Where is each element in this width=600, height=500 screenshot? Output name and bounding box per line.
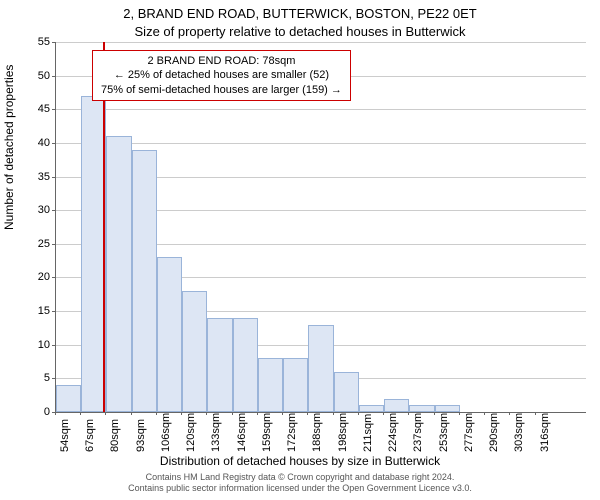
x-tick-label: 80sqm (109, 419, 121, 452)
histogram-bar (56, 385, 81, 412)
annotation-line3: 75% of semi-detached houses are larger (… (101, 83, 342, 97)
y-tick-mark (52, 210, 55, 211)
histogram-bar (308, 325, 333, 412)
histogram-bar (258, 358, 283, 412)
y-tick-label: 5 (20, 372, 50, 384)
histogram-bar (384, 399, 409, 412)
y-axis-label: Number of detached properties (2, 65, 16, 230)
x-tick-mark (105, 412, 106, 415)
gridline (56, 109, 586, 110)
y-tick-label: 45 (20, 103, 50, 115)
x-tick-label: 188sqm (311, 413, 323, 452)
footer-line2: Contains public sector information licen… (0, 483, 600, 494)
x-tick-label: 67sqm (84, 419, 96, 452)
x-tick-label: 224sqm (387, 413, 399, 452)
annotation-box: 2 BRAND END ROAD: 78sqm ← 25% of detache… (92, 50, 351, 101)
x-tick-mark (307, 412, 308, 415)
footer-attribution: Contains HM Land Registry data © Crown c… (0, 472, 600, 495)
histogram-bar (435, 405, 460, 412)
x-tick-label: 211sqm (362, 414, 374, 452)
x-tick-mark (333, 412, 334, 415)
x-tick-label: 277sqm (463, 413, 475, 452)
x-tick-label: 159sqm (261, 413, 273, 452)
x-tick-mark (282, 412, 283, 415)
x-tick-label: 133sqm (210, 413, 222, 452)
x-axis-label: Distribution of detached houses by size … (0, 454, 600, 468)
y-tick-label: 30 (20, 204, 50, 216)
y-tick-mark (52, 244, 55, 245)
x-tick-mark (434, 412, 435, 415)
x-tick-label: 93sqm (135, 419, 147, 452)
chart-subtitle: Size of property relative to detached ho… (0, 24, 600, 39)
histogram-bar (334, 372, 359, 412)
histogram-bar (106, 136, 131, 412)
x-tick-mark (484, 412, 485, 415)
gridline (56, 42, 586, 43)
x-tick-label: 106sqm (160, 413, 172, 452)
y-tick-label: 35 (20, 171, 50, 183)
y-tick-label: 10 (20, 339, 50, 351)
histogram-bar (409, 405, 434, 412)
y-tick-mark (52, 143, 55, 144)
x-tick-mark (358, 412, 359, 415)
y-tick-mark (52, 277, 55, 278)
histogram-bar (207, 318, 232, 412)
histogram-bar (132, 150, 157, 412)
x-tick-mark (131, 412, 132, 415)
x-tick-mark (80, 412, 81, 415)
y-tick-mark (52, 42, 55, 43)
y-tick-label: 25 (20, 238, 50, 250)
y-tick-mark (52, 311, 55, 312)
x-tick-mark (232, 412, 233, 415)
x-tick-label: 237sqm (412, 413, 424, 452)
histogram-bar (283, 358, 308, 412)
y-tick-label: 0 (20, 406, 50, 418)
y-tick-mark (52, 177, 55, 178)
x-tick-mark (383, 412, 384, 415)
x-tick-mark (535, 412, 536, 415)
x-tick-mark (509, 412, 510, 415)
x-tick-label: 253sqm (438, 413, 450, 452)
annotation-line1: 2 BRAND END ROAD: 78sqm (101, 54, 342, 68)
y-tick-label: 40 (20, 137, 50, 149)
gridline (56, 143, 586, 144)
y-tick-label: 15 (20, 305, 50, 317)
histogram-bar (182, 291, 207, 412)
x-tick-mark (459, 412, 460, 415)
y-tick-mark (52, 76, 55, 77)
annotation-line2: ← 25% of detached houses are smaller (52… (101, 68, 342, 82)
x-tick-label: 54sqm (59, 419, 71, 452)
footer-line1: Contains HM Land Registry data © Crown c… (0, 472, 600, 483)
y-tick-label: 20 (20, 271, 50, 283)
chart-container: 2, BRAND END ROAD, BUTTERWICK, BOSTON, P… (0, 0, 600, 500)
x-tick-label: 290sqm (488, 413, 500, 452)
x-tick-label: 198sqm (337, 413, 349, 452)
y-tick-label: 50 (20, 70, 50, 82)
x-tick-mark (156, 412, 157, 415)
y-tick-mark (52, 378, 55, 379)
y-tick-mark (52, 345, 55, 346)
y-tick-label: 55 (20, 36, 50, 48)
x-tick-mark (55, 412, 56, 415)
chart-title-address: 2, BRAND END ROAD, BUTTERWICK, BOSTON, P… (0, 6, 600, 21)
histogram-bar (157, 257, 182, 412)
x-tick-mark (257, 412, 258, 415)
x-tick-mark (206, 412, 207, 415)
x-tick-mark (408, 412, 409, 415)
x-tick-label: 316sqm (539, 413, 551, 452)
histogram-bar (233, 318, 258, 412)
histogram-bar (359, 405, 384, 412)
x-tick-label: 146sqm (236, 413, 248, 452)
y-tick-mark (52, 109, 55, 110)
x-tick-mark (181, 412, 182, 415)
x-tick-label: 303sqm (513, 413, 525, 452)
x-tick-label: 120sqm (185, 413, 197, 452)
x-tick-label: 172sqm (286, 413, 298, 452)
